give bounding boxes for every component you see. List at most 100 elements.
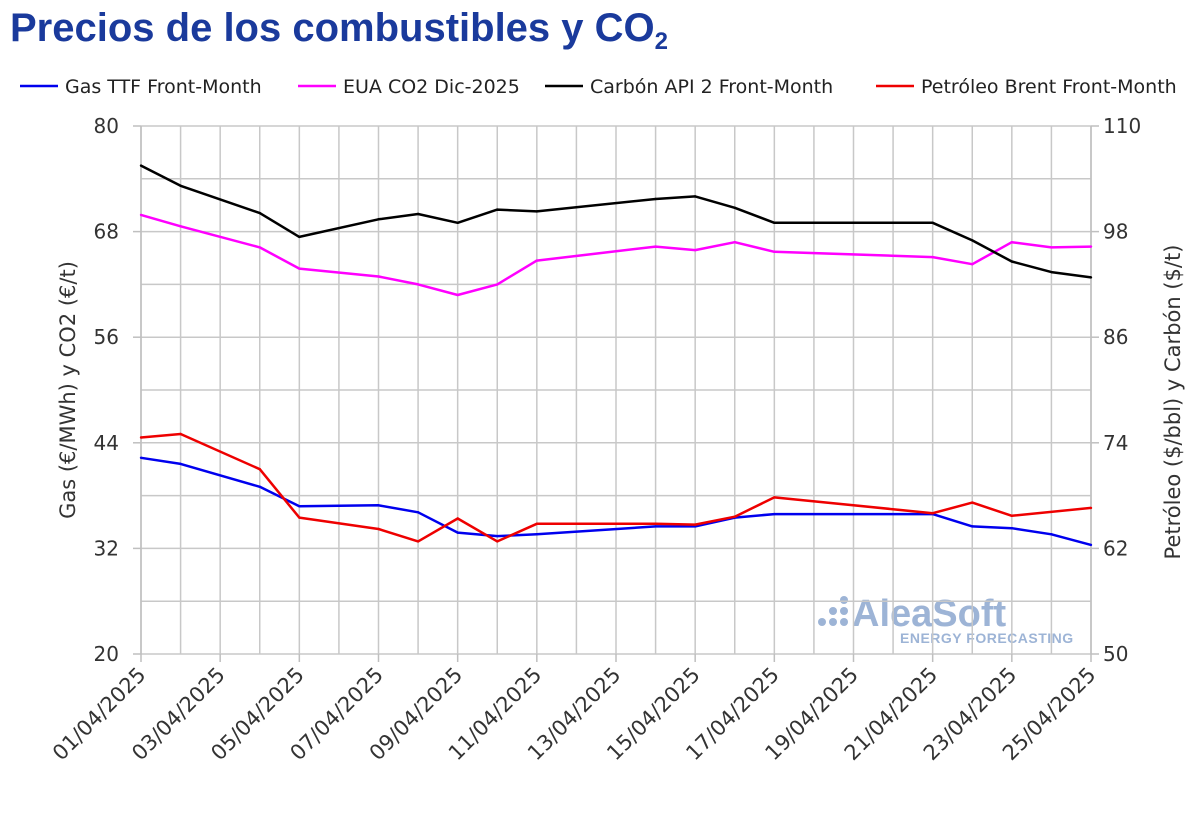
data-point [139, 164, 143, 167]
data-point [1010, 241, 1013, 244]
data-point [139, 436, 143, 439]
series-line-eua-co2-dic-2025 [140, 213, 1092, 297]
data-point [654, 525, 657, 528]
legend: Gas TTF Front-Month EUA CO2 Dic-2025 Carbó… [20, 76, 1177, 98]
series-lines [139, 164, 1093, 547]
right-tick-label: 62 [1103, 536, 1128, 560]
data-point [416, 283, 420, 286]
data-point [139, 456, 143, 459]
data-point [179, 432, 182, 436]
data-point [456, 517, 459, 520]
data-point [258, 468, 261, 471]
data-point [1010, 527, 1013, 530]
data-point [1050, 270, 1053, 274]
aleasoft-watermark: AleaSoft ENERGY FORECASTING [818, 593, 1074, 646]
legend-label: Carbón API 2 Front-Month [590, 76, 833, 98]
data-point [416, 212, 420, 216]
data-point [456, 221, 459, 224]
data-point [971, 263, 974, 266]
chart-title: Precios de los combustibles y CO2 [10, 6, 668, 56]
data-point [496, 208, 499, 211]
data-point [377, 527, 380, 531]
data-point [258, 485, 261, 488]
axes: 203244566880506274869811001/04/202503/04… [48, 114, 1141, 765]
chart-title-subscript: 2 [654, 28, 669, 55]
data-point [733, 515, 736, 518]
data-point [694, 195, 697, 198]
data-point [654, 522, 657, 525]
left-tick-label: 44 [94, 431, 119, 455]
data-point [654, 197, 657, 201]
legend-label: Gas TTF Front-Month [65, 76, 262, 98]
data-point [456, 293, 459, 297]
data-point [1050, 533, 1053, 536]
axis-titles: Gas (€/MWh) y CO2 (€/t) Petróleo ($/bbl) … [56, 245, 1185, 560]
data-point [931, 221, 934, 224]
data-point [1050, 246, 1053, 249]
data-point [298, 505, 301, 508]
data-point [1089, 276, 1093, 279]
series-line-gas-ttf-front-month [140, 456, 1092, 547]
data-point [258, 211, 261, 215]
data-point [694, 523, 697, 526]
data-point [971, 239, 974, 242]
data-point [416, 511, 420, 514]
data-point [496, 540, 499, 543]
left-tick-label: 20 [94, 642, 119, 666]
data-point [1010, 260, 1013, 263]
chart-title-main: Precios de los combustibles y CO [10, 6, 655, 50]
data-point [496, 534, 499, 538]
data-point [1089, 506, 1093, 510]
right-tick-label: 98 [1103, 220, 1128, 244]
data-point [773, 250, 776, 253]
data-point [179, 225, 182, 228]
data-point [377, 504, 380, 507]
data-point [496, 283, 499, 286]
data-point [931, 512, 934, 515]
data-point [416, 540, 420, 543]
left-tick-label: 68 [94, 220, 119, 244]
data-point [694, 248, 697, 252]
data-point [535, 259, 538, 262]
data-point [1089, 245, 1093, 248]
left-axis-title: Gas (€/MWh) y CO2 (€/t) [56, 261, 80, 519]
data-point [298, 235, 301, 239]
data-point [377, 275, 380, 278]
data-point [971, 525, 974, 528]
data-point [258, 246, 261, 249]
data-point [179, 184, 182, 187]
right-tick-label: 110 [1103, 114, 1141, 138]
watermark-brand: AleaSoft [852, 593, 1006, 635]
data-point [773, 221, 776, 224]
right-axis-title: Petróleo ($/bbl) y Carbón ($/t) [1161, 245, 1185, 560]
data-point [733, 206, 736, 209]
data-point [773, 496, 776, 499]
data-point [535, 533, 538, 536]
right-tick-label: 74 [1103, 431, 1128, 455]
data-point [535, 210, 538, 213]
data-point [971, 501, 974, 504]
legend-label: EUA CO2 Dic-2025 [343, 76, 520, 98]
data-point [931, 255, 934, 259]
data-point [535, 522, 538, 525]
right-tick-label: 50 [1103, 642, 1128, 666]
data-point [654, 245, 657, 248]
data-point [733, 241, 736, 244]
left-tick-label: 80 [94, 114, 119, 138]
data-point [456, 531, 459, 534]
aleasoft-dots-logo [818, 596, 848, 626]
watermark-tagline: ENERGY FORECASTING [900, 630, 1074, 646]
grid-lines [140, 125, 1092, 655]
data-point [773, 512, 776, 516]
left-tick-label: 32 [94, 536, 119, 560]
data-point [298, 267, 301, 270]
legend-label: Petróleo Brent Front-Month [921, 76, 1177, 98]
data-point [179, 462, 182, 466]
left-tick-label: 56 [94, 325, 119, 349]
right-tick-label: 86 [1103, 325, 1128, 349]
series-line-carb-n-api-2-front-month [140, 164, 1092, 279]
data-point [298, 516, 301, 519]
data-point [139, 213, 143, 217]
data-point [1010, 514, 1013, 517]
